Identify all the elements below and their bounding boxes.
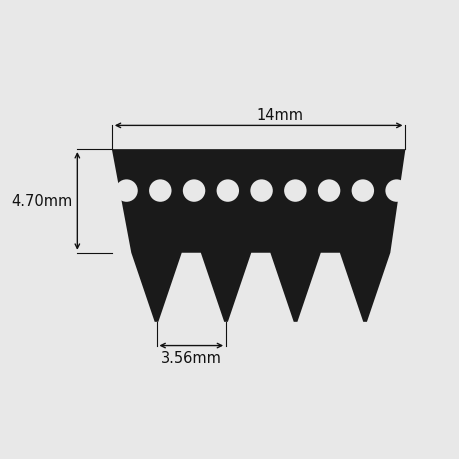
Circle shape [115, 180, 137, 202]
Circle shape [250, 180, 272, 202]
Text: 3.56mm: 3.56mm [161, 350, 221, 365]
Circle shape [216, 180, 239, 202]
Polygon shape [112, 150, 404, 322]
Circle shape [149, 180, 171, 202]
Circle shape [284, 180, 306, 202]
Text: 14mm: 14mm [256, 108, 303, 123]
Circle shape [317, 180, 340, 202]
Circle shape [385, 180, 407, 202]
Text: 4.70mm: 4.70mm [11, 194, 72, 209]
Circle shape [351, 180, 373, 202]
Circle shape [182, 180, 205, 202]
